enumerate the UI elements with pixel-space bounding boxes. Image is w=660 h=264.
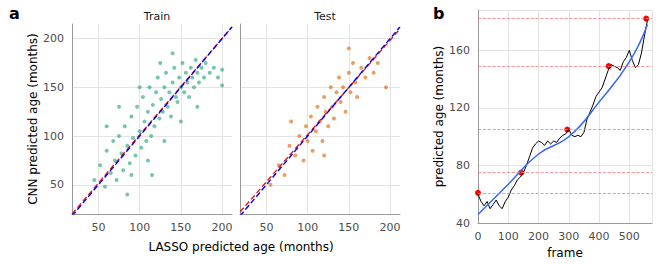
svg-text:50: 50 xyxy=(50,178,64,191)
svg-text:500: 500 xyxy=(619,230,640,243)
svg-text:160: 160 xyxy=(449,44,470,57)
svg-text:50: 50 xyxy=(259,221,273,234)
svg-text:Train: Train xyxy=(143,10,170,23)
svg-text:200: 200 xyxy=(212,221,233,234)
svg-text:80: 80 xyxy=(456,159,470,172)
svg-text:200: 200 xyxy=(43,32,64,45)
svg-text:b: b xyxy=(433,4,444,23)
svg-text:100: 100 xyxy=(43,130,64,143)
svg-text:100: 100 xyxy=(297,221,318,234)
svg-text:40: 40 xyxy=(456,217,470,230)
svg-text:150: 150 xyxy=(170,221,191,234)
svg-text:LASSO predicted age (months): LASSO predicted age (months) xyxy=(148,240,333,254)
svg-text:frame: frame xyxy=(547,246,583,260)
svg-text:0: 0 xyxy=(475,230,482,243)
svg-text:300: 300 xyxy=(558,230,579,243)
svg-text:CNN predicted age (months): CNN predicted age (months) xyxy=(26,33,40,205)
svg-text:150: 150 xyxy=(43,81,64,94)
svg-text:120: 120 xyxy=(449,101,470,114)
svg-text:200: 200 xyxy=(380,221,401,234)
svg-text:50: 50 xyxy=(91,221,105,234)
svg-text:400: 400 xyxy=(589,230,610,243)
svg-text:100: 100 xyxy=(498,230,519,243)
svg-text:a: a xyxy=(9,4,20,23)
svg-text:predicted age (months): predicted age (months) xyxy=(432,46,446,187)
svg-text:100: 100 xyxy=(129,221,150,234)
svg-text:Test: Test xyxy=(313,10,336,23)
svg-text:150: 150 xyxy=(338,221,359,234)
svg-text:200: 200 xyxy=(528,230,549,243)
